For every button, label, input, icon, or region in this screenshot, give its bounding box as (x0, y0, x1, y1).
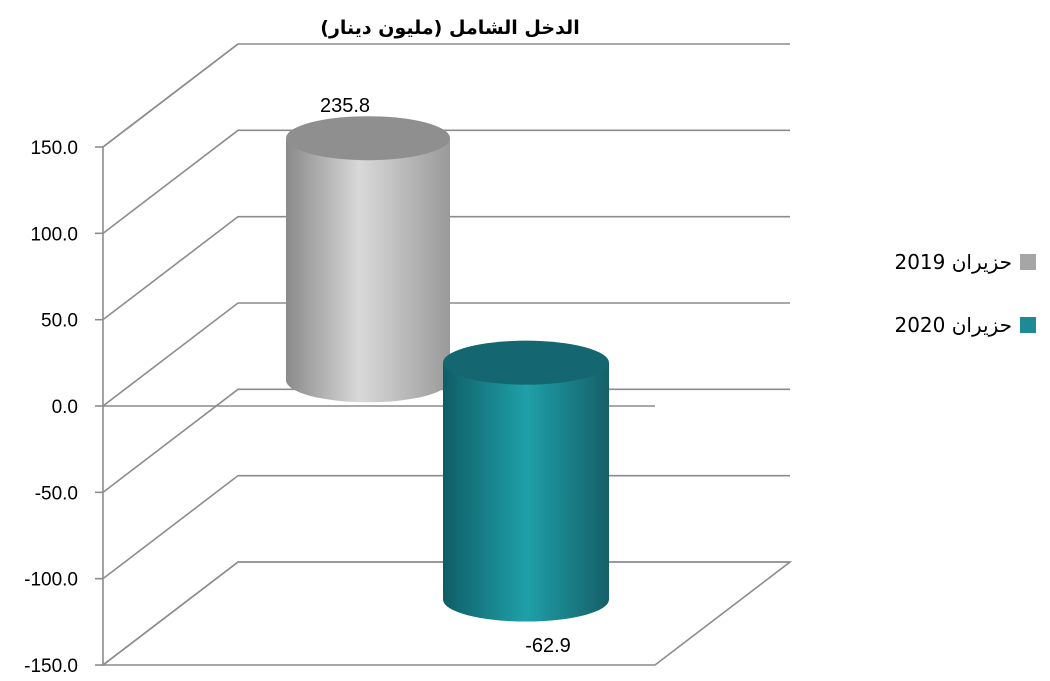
y-tick-label: 150.0 (30, 138, 78, 159)
legend-swatch (1020, 317, 1036, 333)
floor (100, 561, 793, 666)
y-tick-label: -100.0 (24, 570, 78, 591)
gridline (102, 43, 790, 148)
y-tick-label: 100.0 (30, 224, 78, 245)
y-tick-label: 50.0 (41, 311, 78, 332)
y-tick-label: -150.0 (24, 656, 78, 677)
y-tick-label: 0.0 (52, 397, 78, 418)
legend: حزيران 2019 حزيران 2020 (894, 250, 1036, 337)
cylinder-top (286, 116, 450, 161)
legend-item-2020: حزيران 2020 (894, 313, 1036, 337)
legend-swatch (1020, 254, 1036, 270)
bars (286, 116, 609, 622)
gridline (102, 129, 790, 234)
y-tick-labels: 150.0 100.0 50.0 0.0 -50.0 -100.0 -150.0 (24, 138, 78, 677)
legend-item-2019: حزيران 2019 (894, 250, 1036, 274)
cylinder-body (286, 138, 450, 403)
gridline (102, 302, 790, 407)
legend-label: حزيران 2019 (894, 250, 1012, 274)
gridline (102, 215, 790, 321)
y-tick-label: -50.0 (35, 483, 78, 504)
cylinder-top (443, 340, 609, 385)
cylinder-body (443, 362, 609, 622)
legend-label: حزيران 2020 (894, 313, 1012, 337)
data-label: 235.8 (320, 95, 370, 117)
gridline (102, 43, 239, 148)
data-labels: 235.8 -62.9 (320, 95, 571, 657)
bar-2019 (286, 116, 450, 403)
chart-title: الدخل الشامل (مليون دينار) (320, 17, 579, 39)
gridlines (100, 43, 793, 666)
data-label: -62.9 (525, 635, 571, 657)
bar-2020 (443, 340, 609, 622)
